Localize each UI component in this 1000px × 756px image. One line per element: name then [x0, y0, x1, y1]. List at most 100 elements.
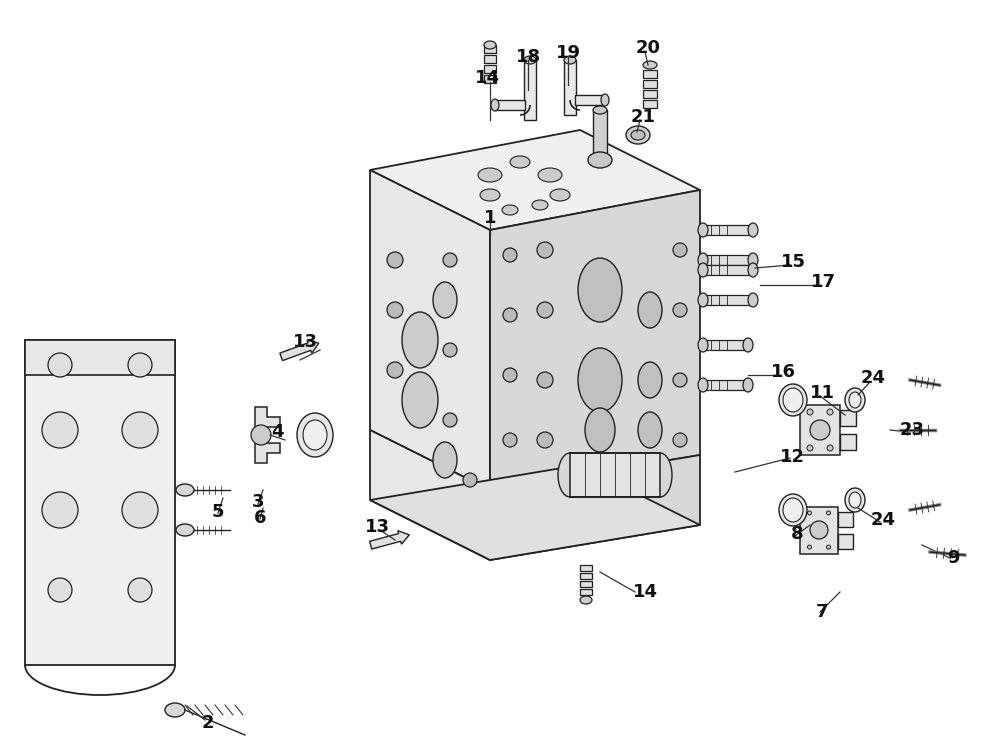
Ellipse shape [484, 41, 496, 49]
Polygon shape [370, 430, 490, 560]
Circle shape [826, 545, 830, 549]
Circle shape [537, 302, 553, 318]
Circle shape [673, 373, 687, 387]
Ellipse shape [580, 596, 592, 604]
Circle shape [122, 412, 158, 448]
Bar [524, 60, 536, 120]
Polygon shape [490, 190, 700, 490]
Bar [703, 255, 753, 265]
Text: 16: 16 [770, 363, 796, 381]
Ellipse shape [698, 293, 708, 307]
Text: 13: 13 [292, 333, 318, 351]
Bar [495, 100, 525, 110]
Ellipse shape [783, 498, 803, 522]
Circle shape [673, 243, 687, 257]
Ellipse shape [433, 282, 457, 318]
Text: 13: 13 [364, 518, 390, 536]
Bar [570, 453, 660, 497]
Circle shape [807, 445, 813, 451]
Ellipse shape [532, 200, 548, 210]
Bar [840, 410, 856, 426]
Text: 3: 3 [252, 493, 264, 511]
Ellipse shape [626, 126, 650, 144]
Circle shape [42, 412, 78, 448]
Ellipse shape [433, 442, 457, 478]
Text: 6: 6 [254, 509, 266, 527]
Ellipse shape [165, 703, 185, 717]
Circle shape [808, 511, 812, 515]
Ellipse shape [593, 106, 607, 114]
Bar [580, 573, 592, 579]
Circle shape [810, 521, 828, 539]
Ellipse shape [297, 413, 333, 457]
Text: 7: 7 [816, 603, 828, 621]
Bar [484, 65, 496, 73]
Ellipse shape [748, 293, 758, 307]
Ellipse shape [578, 348, 622, 412]
Text: 23: 23 [900, 421, 924, 439]
Ellipse shape [638, 362, 662, 398]
Bar [643, 90, 657, 98]
Ellipse shape [176, 484, 194, 496]
Text: 18: 18 [515, 48, 541, 66]
Bar [643, 100, 657, 108]
Text: 2: 2 [202, 714, 214, 732]
Circle shape [810, 420, 830, 440]
Text: 14: 14 [633, 583, 658, 601]
Circle shape [48, 578, 72, 602]
Circle shape [807, 409, 813, 415]
Text: 5: 5 [212, 503, 224, 521]
Ellipse shape [748, 263, 758, 277]
Ellipse shape [601, 94, 609, 106]
Text: 1: 1 [484, 209, 496, 227]
Text: 24: 24 [860, 369, 886, 387]
Bar [593, 110, 607, 165]
Ellipse shape [748, 253, 758, 267]
Ellipse shape [648, 453, 672, 497]
Ellipse shape [779, 494, 807, 526]
Polygon shape [255, 407, 280, 463]
Text: 8: 8 [791, 525, 803, 543]
Circle shape [128, 578, 152, 602]
Ellipse shape [698, 338, 708, 352]
Polygon shape [280, 340, 319, 361]
Circle shape [826, 511, 830, 515]
Ellipse shape [585, 408, 615, 452]
Ellipse shape [510, 156, 530, 168]
Ellipse shape [698, 378, 708, 392]
Ellipse shape [779, 384, 807, 416]
Circle shape [42, 492, 78, 528]
Ellipse shape [743, 378, 753, 392]
Polygon shape [370, 465, 700, 560]
Circle shape [827, 445, 833, 451]
Ellipse shape [550, 189, 570, 201]
Circle shape [387, 302, 403, 318]
Circle shape [537, 372, 553, 388]
Circle shape [463, 473, 477, 487]
Circle shape [443, 413, 457, 427]
Ellipse shape [502, 205, 518, 215]
Ellipse shape [845, 488, 865, 512]
Text: 14: 14 [475, 69, 500, 87]
Circle shape [387, 252, 403, 268]
Bar [838, 512, 853, 527]
Ellipse shape [402, 372, 438, 428]
Circle shape [387, 362, 403, 378]
Text: 24: 24 [870, 511, 896, 529]
Bar [580, 589, 592, 595]
Text: 21: 21 [631, 108, 656, 126]
Ellipse shape [748, 223, 758, 237]
Circle shape [128, 353, 152, 377]
Bar [800, 507, 838, 554]
Bar [484, 55, 496, 63]
Bar [580, 565, 592, 571]
Ellipse shape [491, 99, 499, 111]
Bar [484, 45, 496, 53]
Circle shape [537, 432, 553, 448]
Ellipse shape [631, 130, 645, 140]
Ellipse shape [698, 263, 708, 277]
Ellipse shape [480, 189, 500, 201]
Ellipse shape [402, 312, 438, 368]
Text: 20: 20 [636, 39, 660, 57]
Bar [575, 95, 605, 105]
